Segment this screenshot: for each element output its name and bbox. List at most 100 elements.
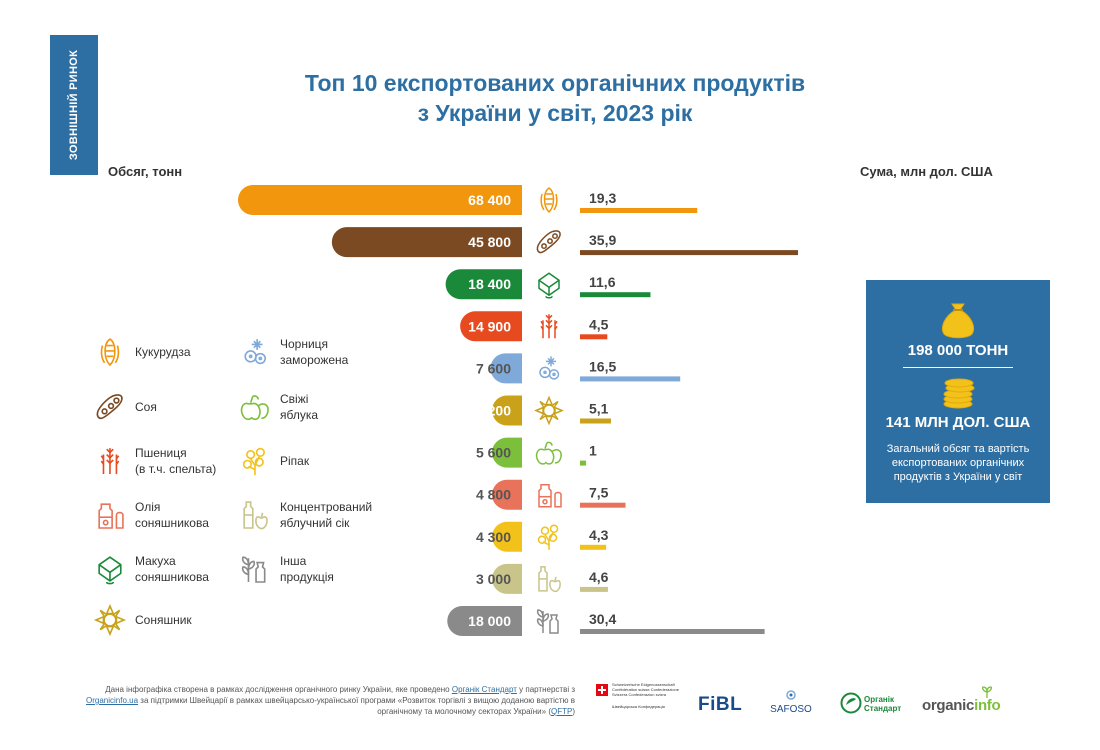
legend-label: Чорниця заморожена [280,337,349,367]
volume-label: 3 000 [476,571,511,587]
volume-bar [492,521,522,552]
summary-divider [903,367,1013,368]
apple-icon [535,441,562,465]
title-line-1: Топ 10 експортованих органічних продукті… [304,70,806,96]
value-bar [580,334,608,340]
legend-label: Концентрований яблучний сік [280,500,373,530]
legend-label: Макуха соняшникова [135,554,209,584]
blueberry-icon [244,338,267,365]
organicinfo-logo: organicinfo [922,697,1001,714]
sunflower-icon [95,605,125,635]
value-label: 5,1 [589,401,609,417]
legend-item: Концентрований яблучний сік [238,497,372,533]
juice-icon [243,501,268,530]
legend-label: Свіжі яблука [280,392,319,422]
organic-standard-mark-icon [840,692,862,714]
value-bar [580,502,626,508]
blueberry-icon [539,355,560,380]
volume-axis-label: Обсяг, тонн [108,164,183,179]
rapeseed-icon [242,447,265,476]
volume-label: 7 600 [476,360,511,376]
sunflower-cake-icon [98,556,122,585]
value-bar [580,376,681,382]
value-label: 4,5 [589,316,609,332]
volume-label: 7 200 [476,403,511,419]
organic-standard-link[interactable]: Органік Стандарт [451,685,517,694]
oil-icon [98,503,124,529]
value-axis-label: Сума, млн дол. США [860,164,993,179]
swiss-logo-subtext: Швейцарська Конфедерація [612,704,665,709]
volume-bar [490,353,522,384]
legend-label: Кукурудза [135,345,191,359]
volume-bar [492,395,522,426]
legend-label: Соняшник [135,613,192,627]
value-label: 11,6 [589,274,616,290]
legend-item: Кукурудза [93,334,191,370]
legend-item: Олія соняшникова [93,497,209,533]
volume-bar [445,269,522,300]
juice-icon [538,566,561,593]
value-label: 4,6 [589,569,609,585]
volume-label: 5 600 [476,445,511,461]
corn-icon [100,338,120,366]
footer-credits: Дана інфографіка створена в рамках дослі… [80,684,575,717]
summary-value: 141 МЛН ДОЛ. США [885,414,1031,431]
swiss-logo-text: Schweizerische Eidgenossenschaft Confédé… [612,682,679,697]
volume-bar [460,311,522,342]
organicinfo-leaf-icon [981,686,993,698]
summary-description: Загальний обсяг та вартість експортовани… [886,443,1030,483]
value-label: 16,5 [589,358,616,374]
title-line-2: з України у світ, 2023 рік [417,100,693,126]
footer-text-3: за підтримки Швейцарії в рамках швейцарс… [140,696,575,716]
other-icon [241,556,266,583]
volume-label: 18 400 [468,276,511,292]
organicinfo-logo-part1: organic [922,697,975,714]
money-bag-icon [942,303,974,339]
safoso-logo-text: SAFOSO [770,704,812,715]
sunflower-cake-icon [538,272,560,299]
coins-icon [943,378,975,409]
legend-label: Інша продукція [280,554,334,584]
legend-item: Чорниця заморожена [238,334,348,370]
summary-volume: 198 000 ТОНН [907,342,1009,359]
swiss-flag-icon [596,684,608,696]
oil-icon [538,483,562,508]
organicinfo-logo-part2: info [974,697,1001,714]
value-label: 19,3 [589,190,616,206]
volume-bar [492,437,522,468]
value-label: 35,9 [589,232,616,248]
legend-item: Соняшник [93,602,192,638]
organic-standard-logo: Органік Стандарт [840,690,910,720]
value-label: 7,5 [589,485,609,501]
swiss-logo: Schweizerische Eidgenossenschaft Confédé… [596,682,684,718]
legend-label: Пшениця (в т.ч. спельта) [135,446,217,476]
organic-standard-logo-text: Органік Стандарт [864,695,902,713]
value-bar [580,460,587,466]
page-title: Топ 10 експортованих органічних продукті… [200,68,910,128]
qftp-link[interactable]: QFTP [550,707,573,716]
bar-chart: 68 400 45 800 18 400 14 900 7 600 7 200 5 600 4… [238,185,798,636]
volume-bar [331,227,522,258]
soy-icon [96,394,123,420]
value-label: 1 [589,443,597,459]
organicinfo-link[interactable]: Organicinfo.ua [86,696,139,705]
corn-icon [540,187,558,213]
volume-label: 68 400 [468,192,511,208]
footer-text-4: ) [572,707,575,716]
rapeseed-icon [537,524,559,551]
other-icon [536,609,559,634]
volume-label: 4 300 [476,529,511,545]
soy-icon [536,230,561,254]
volume-label: 14 900 [468,318,511,334]
legend-item: Ріпак [238,443,309,479]
wheat-icon [540,313,558,340]
value-label: 4,3 [589,527,609,543]
volume-bar [447,606,522,636]
legend-item: Соя [93,389,157,425]
side-tab: ЗОВНІШНІЙ РИНОК [50,35,98,175]
volume-label: 18 000 [468,613,511,629]
apple-icon [240,395,269,421]
value-bar [580,208,698,213]
value-label: 30,4 [589,611,616,627]
legend-label: Соя [135,400,157,414]
